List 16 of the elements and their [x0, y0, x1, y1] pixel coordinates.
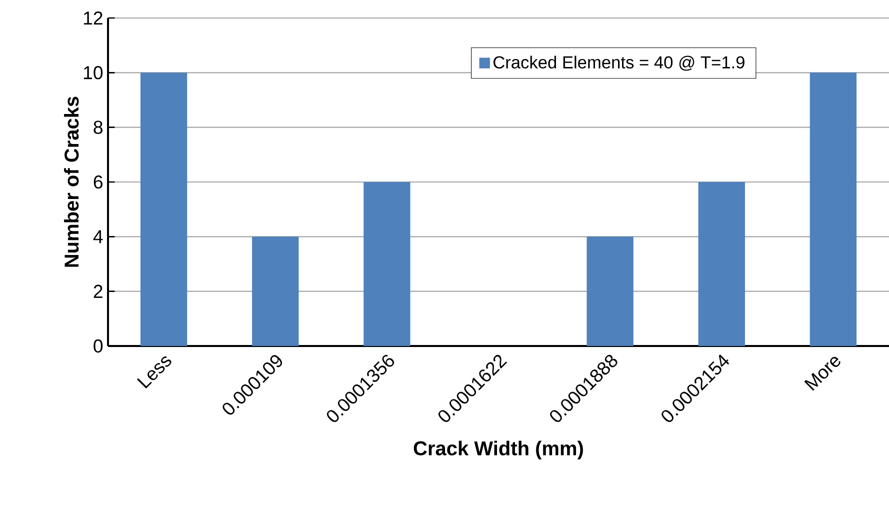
bar [810, 72, 857, 346]
y-axis-title: Number of Cracks [64, 96, 79, 267]
bar [252, 236, 299, 346]
bar [364, 182, 410, 346]
y-tick-label: 0 [94, 339, 103, 353]
bar [698, 182, 745, 346]
y-tick-label: 2 [94, 284, 102, 298]
legend-label: Cracked Elements = 40 @ T=1.9 [493, 56, 744, 71]
y-tick-label: 10 [84, 66, 103, 80]
y-tick-label: 6 [94, 175, 102, 189]
y-tick-label: 4 [93, 230, 103, 244]
y-tick-label: 12 [84, 11, 102, 25]
x-axis-title: Crack Width (mm) [414, 440, 583, 460]
y-tick-label: 8 [94, 120, 102, 134]
bar [586, 236, 634, 346]
bar [140, 72, 188, 346]
